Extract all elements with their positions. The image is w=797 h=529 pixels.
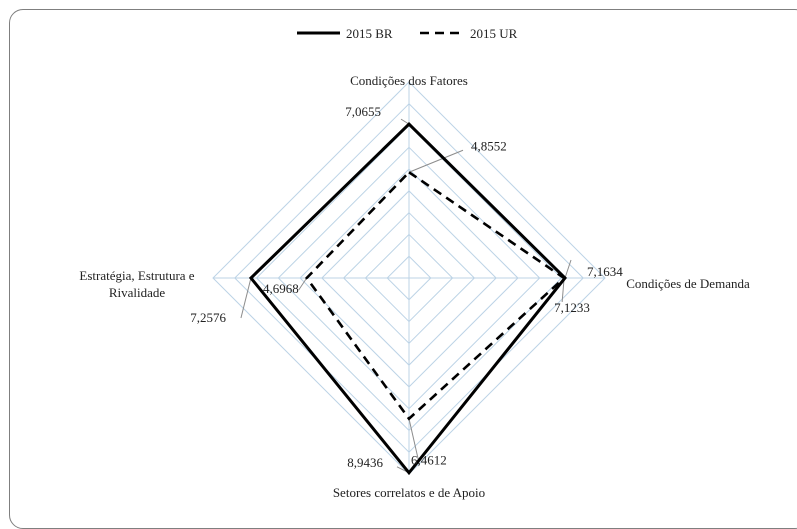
axis-label: Setores correlatos e de Apoio [333,485,485,500]
legend-label: 2015 BR [346,26,393,41]
data-label: 7,1634 [587,264,623,279]
radar-chart: 7,0655 7,1634 8,9436 7,2576 4,8552 7,1233 6,46… [0,0,797,513]
axis-label: Estratégia, Estrutura e [79,268,194,283]
radar-grid [213,82,605,474]
data-label: 7,0655 [345,104,381,119]
data-label: 8,9436 [347,455,383,470]
axis-label: Condições dos Fatores [350,73,468,88]
legend-label: 2015 UR [470,26,518,41]
axis-label: Rivalidade [109,285,166,300]
axis-labels: Condições dos Fatores Condições de Demand… [79,73,750,500]
data-label: 7,2576 [190,310,226,325]
axis-label: Condições de Demanda [626,276,750,291]
data-label: 4,8552 [471,138,507,153]
legend: 2015 BR 2015 UR [297,26,518,41]
data-label: 7,1233 [554,300,590,315]
data-label: 6,4612 [411,453,447,468]
leader-line [241,278,251,318]
data-label: 4,6968 [263,281,299,296]
